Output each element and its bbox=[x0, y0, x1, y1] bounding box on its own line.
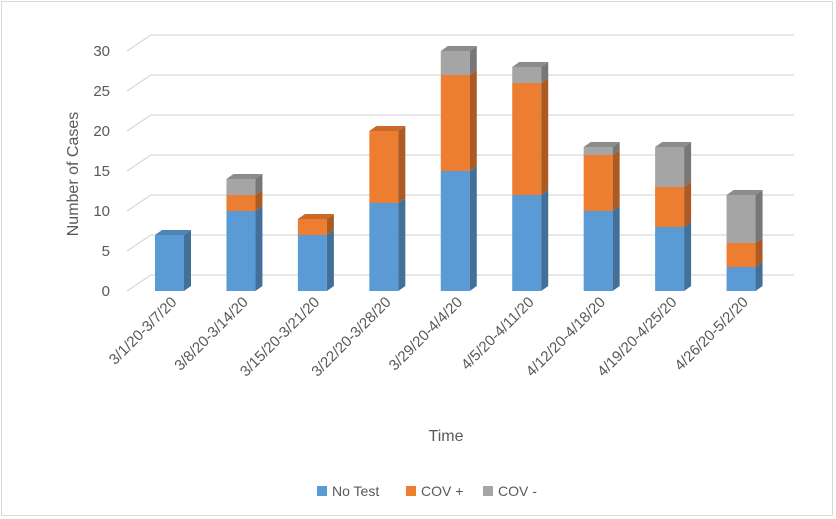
y-axis-ticks: 0 5 10 15 20 25 30 bbox=[93, 43, 110, 300]
x-tick-label: 3/29/20-4/4/20 bbox=[386, 294, 466, 374]
bar-segment-cov bbox=[655, 147, 685, 187]
bar-side-cov bbox=[255, 190, 263, 211]
y-tick-label: 20 bbox=[93, 123, 110, 140]
bar-side-cov bbox=[541, 78, 549, 195]
bar-segment-cov bbox=[655, 187, 685, 227]
y-tick-label: 25 bbox=[93, 83, 110, 100]
bar-top bbox=[226, 174, 263, 179]
bar-side-no-test bbox=[612, 206, 620, 291]
bar-top bbox=[440, 46, 477, 51]
bar-side-cov bbox=[755, 190, 763, 243]
y-tick-label: 30 bbox=[93, 43, 110, 60]
bar-top bbox=[369, 126, 406, 131]
bar-side-cov bbox=[684, 182, 692, 227]
x-tick-label: 4/26/20-5/2/20 bbox=[671, 294, 751, 374]
legend-swatch-cov bbox=[483, 486, 493, 496]
bar-side-no-test bbox=[398, 198, 406, 291]
bar-segment-cov bbox=[726, 243, 756, 267]
bar-side-cov bbox=[469, 70, 477, 171]
bar-top bbox=[155, 230, 191, 235]
bar-segment-no-test bbox=[440, 171, 470, 291]
bar-side-cov bbox=[612, 150, 620, 211]
bar-side-cov bbox=[541, 62, 549, 83]
legend: No Test COV + COV - bbox=[317, 483, 537, 499]
bar-segment-cov bbox=[369, 131, 399, 203]
bar-side-no-test bbox=[541, 190, 549, 291]
x-axis-title: Time bbox=[429, 428, 464, 445]
y-tick-label: 15 bbox=[93, 163, 110, 180]
legend-label-no-test: No Test bbox=[332, 483, 379, 499]
x-tick-label: 4/5/20-4/11/20 bbox=[458, 294, 538, 374]
bar-segment-cov bbox=[297, 219, 327, 235]
bar-side-cov bbox=[398, 126, 406, 203]
bar-side-cov bbox=[612, 142, 620, 155]
gridline bbox=[126, 194, 794, 212]
bar-side-cov bbox=[684, 142, 692, 187]
bar-top bbox=[655, 142, 692, 147]
y-axis-title: Number of Cases bbox=[65, 112, 82, 237]
x-tick-label: 3/1/20-3/7/20 bbox=[106, 294, 181, 369]
bar-segment-cov bbox=[583, 147, 613, 155]
bar-segment-no-test bbox=[655, 227, 685, 291]
bar-side-cov bbox=[326, 214, 334, 235]
bar-top bbox=[297, 214, 334, 219]
gridline bbox=[126, 274, 794, 292]
bar-side-no-test bbox=[684, 222, 692, 291]
bar-side-no-test bbox=[255, 206, 263, 291]
bar-top bbox=[726, 190, 763, 195]
bars bbox=[155, 46, 763, 291]
x-axis-ticks: 3/1/20-3/7/203/8/20-3/14/203/15/20-3/21/… bbox=[106, 294, 752, 380]
bar-side-cov bbox=[755, 238, 763, 267]
y-tick-label: 5 bbox=[102, 243, 110, 260]
bar-segment-no-test bbox=[369, 203, 399, 291]
bar-segment-cov bbox=[512, 83, 542, 195]
bar-segment-no-test bbox=[155, 235, 184, 291]
bar-segment-cov bbox=[726, 195, 756, 243]
legend-label-cov: COV + bbox=[421, 483, 463, 499]
bar-segment-cov bbox=[226, 179, 256, 195]
bar-segment-cov bbox=[226, 195, 256, 211]
bar-segment-no-test bbox=[726, 267, 756, 291]
bar-segment-cov bbox=[440, 51, 470, 75]
bar-side-no-test bbox=[755, 262, 763, 291]
bar-segment-cov bbox=[512, 67, 542, 83]
bar-segment-no-test bbox=[583, 211, 613, 291]
bar-segment-no-test bbox=[226, 211, 256, 291]
bar-side-cov bbox=[469, 46, 477, 75]
y-tick-label: 0 bbox=[102, 283, 110, 300]
gridline bbox=[126, 234, 794, 252]
bar-side-no-test bbox=[469, 166, 477, 291]
bar-side-no-test bbox=[326, 230, 334, 291]
bar-top bbox=[512, 62, 549, 67]
legend-label-cov: COV - bbox=[498, 483, 537, 499]
gridline bbox=[126, 154, 794, 172]
bar-side-no-test bbox=[184, 230, 191, 291]
bar-side-cov bbox=[255, 174, 263, 195]
bar-segment-cov bbox=[440, 75, 470, 171]
bar-segment-cov bbox=[583, 155, 613, 211]
x-tick-label: 3/8/20-3/14/20 bbox=[171, 294, 251, 374]
bar-segment-no-test bbox=[512, 195, 542, 291]
gridline bbox=[126, 114, 794, 132]
bar-segment-no-test bbox=[297, 235, 327, 291]
gridline bbox=[126, 74, 794, 92]
gridlines bbox=[126, 34, 794, 292]
legend-swatch-no-test bbox=[317, 486, 327, 496]
bar-top bbox=[583, 142, 620, 147]
gridline bbox=[126, 34, 794, 52]
y-tick-label: 10 bbox=[93, 203, 110, 220]
legend-swatch-cov bbox=[406, 486, 416, 496]
